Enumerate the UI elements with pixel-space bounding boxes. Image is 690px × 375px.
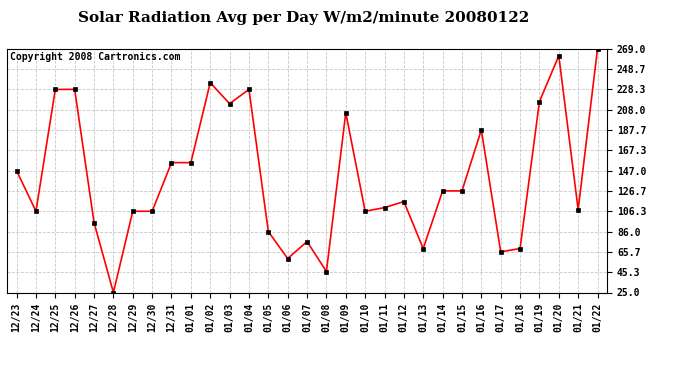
Text: Copyright 2008 Cartronics.com: Copyright 2008 Cartronics.com [10, 53, 180, 62]
Text: Solar Radiation Avg per Day W/m2/minute 20080122: Solar Radiation Avg per Day W/m2/minute … [78, 11, 529, 25]
